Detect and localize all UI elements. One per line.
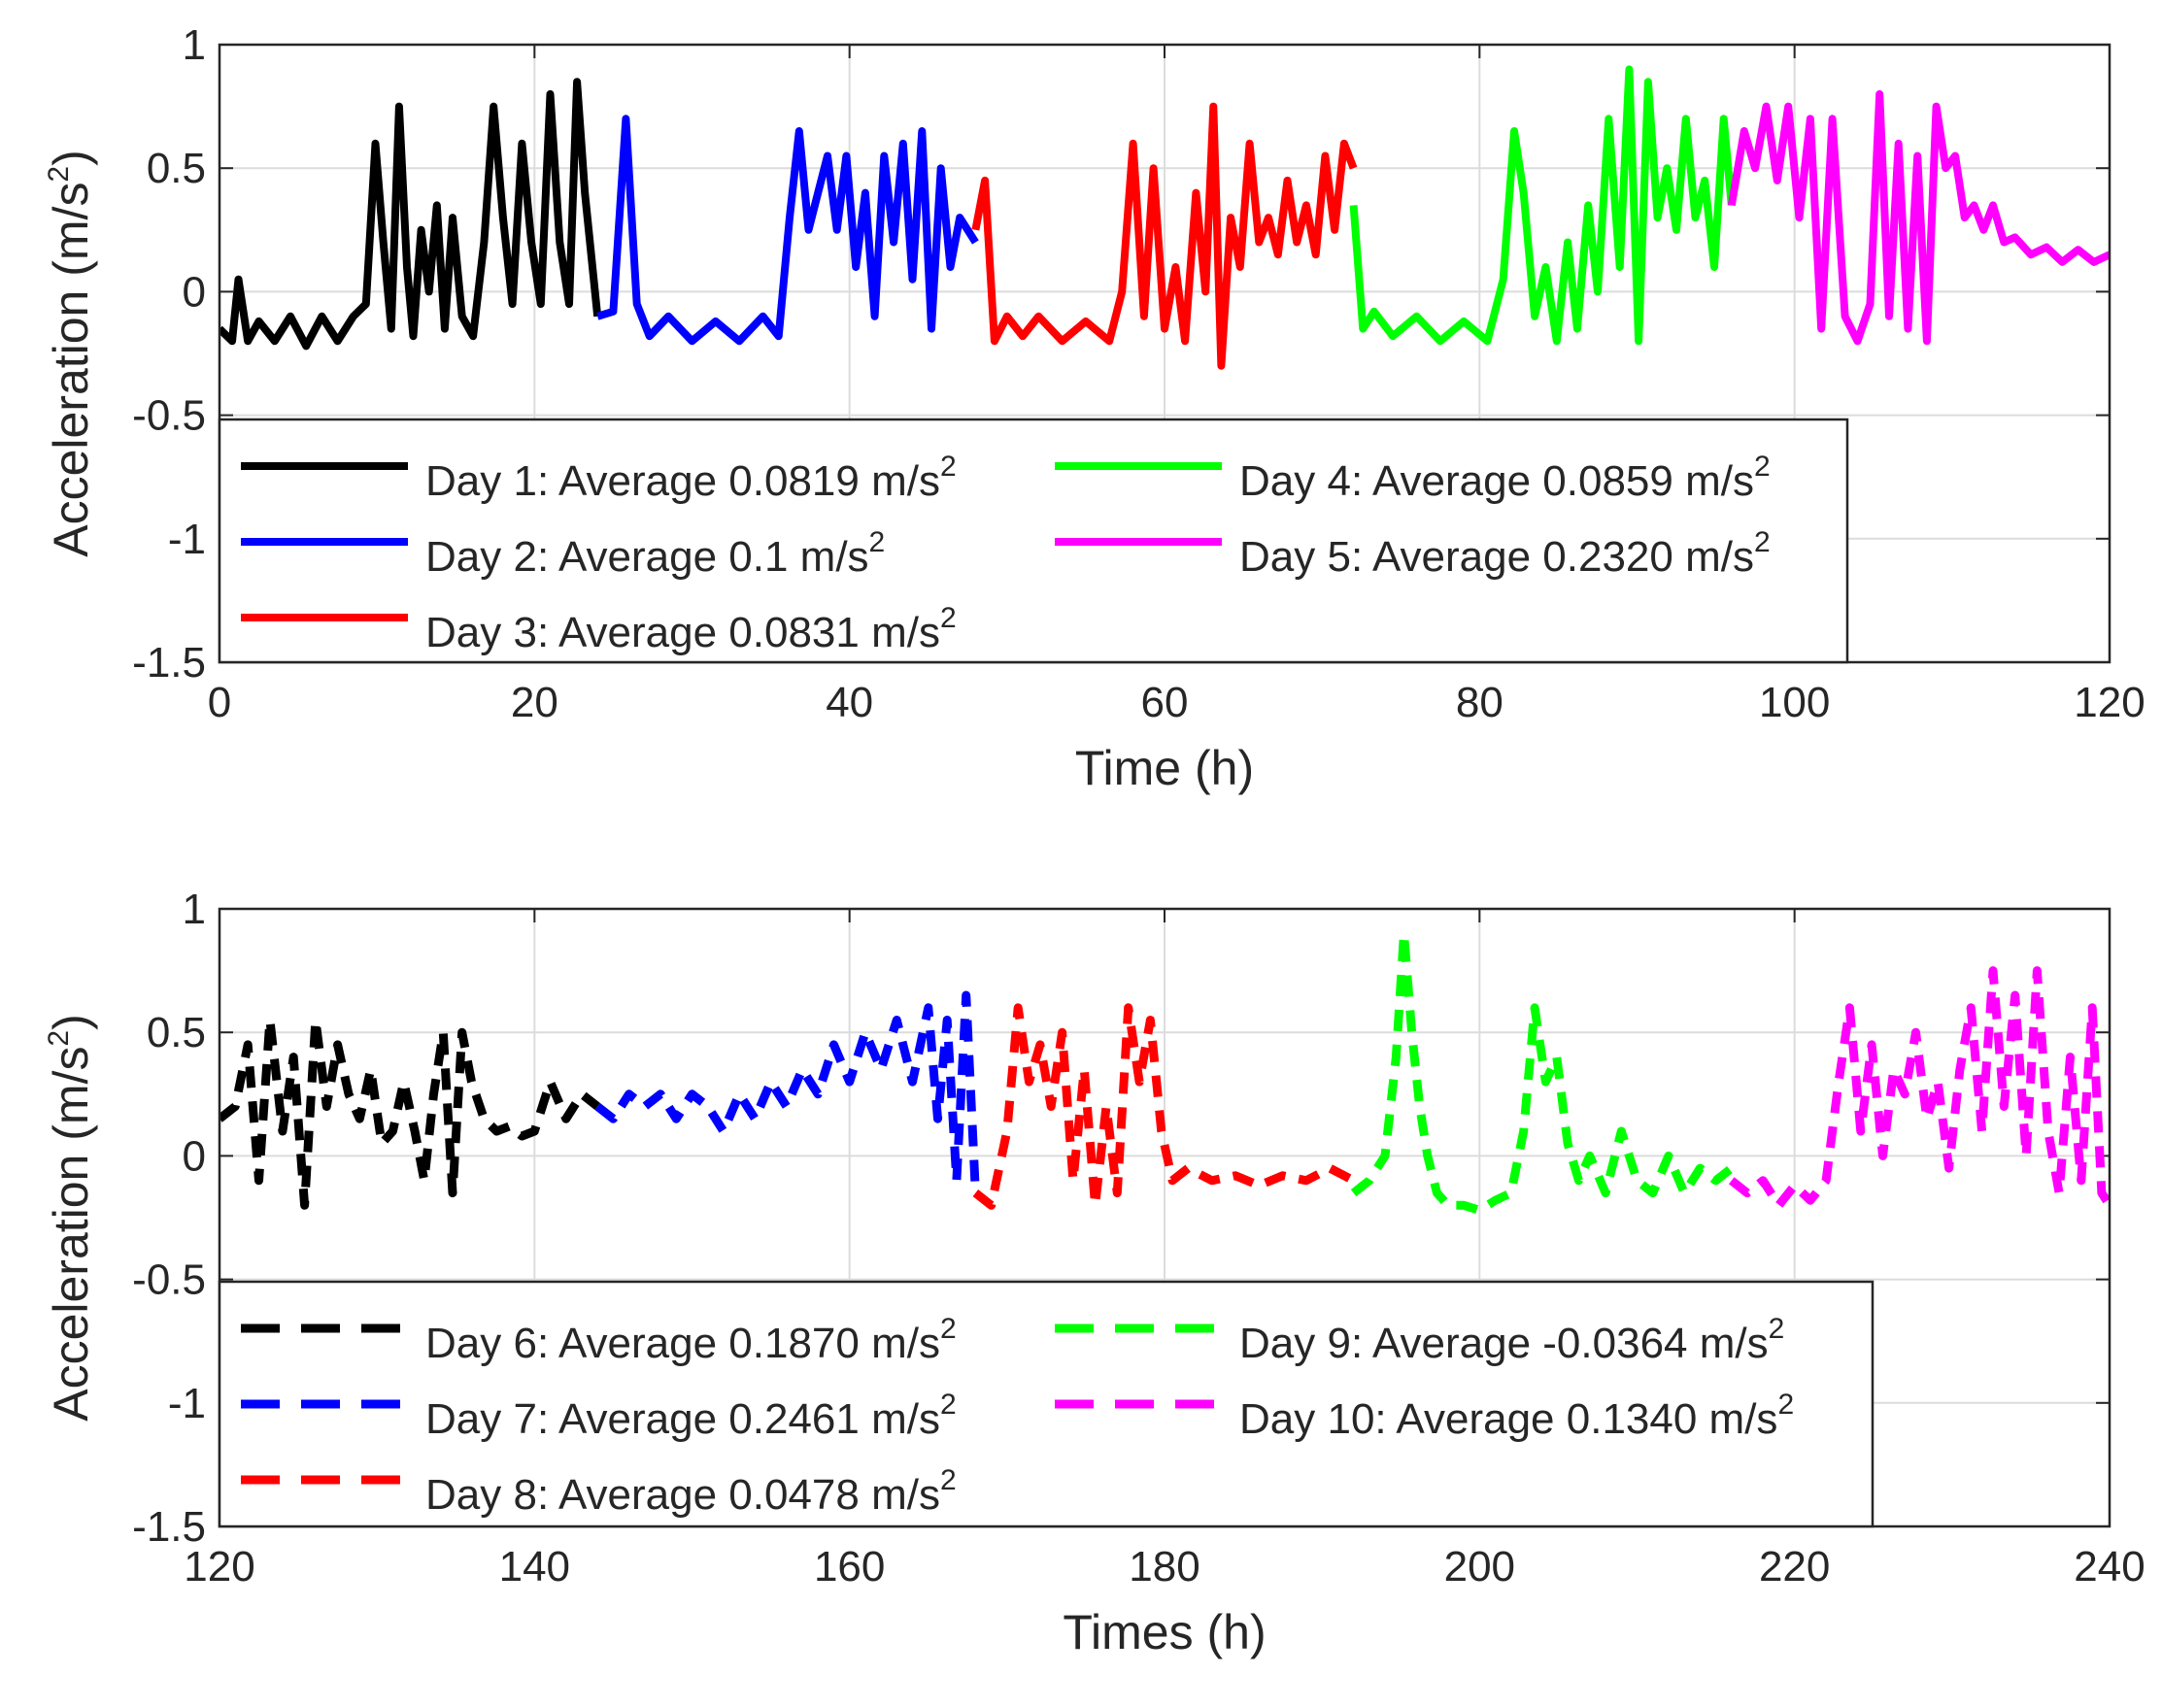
y-tick-label: 1 <box>183 886 206 933</box>
chart-days-6-10: 120 140 160 180 200 220 24010.50-0.5-1-1.5Day … <box>43 886 2145 1659</box>
series-line-day-2 <box>596 115 979 346</box>
y-tick-label: 0.5 <box>147 1009 206 1056</box>
y-axis-label: Acceleration (m/s2) <box>43 150 98 557</box>
series-line-day-3 <box>971 102 1358 370</box>
legend-label: Day 8: Average 0.0478 m/s2 <box>425 1464 957 1519</box>
series-line-day-5 <box>1727 89 2110 346</box>
x-tick-label: 120 <box>184 1543 254 1591</box>
y-tick-label: 0.5 <box>147 145 206 192</box>
x-tick-label: 60 <box>1141 679 1189 726</box>
series-line-day-4 <box>1349 65 1736 346</box>
x-tick-label: 0 <box>208 679 231 726</box>
legend-label: Day 10: Average 0.1340 m/s2 <box>1239 1389 1794 1443</box>
legend-label: Day 2: Average 0.1 m/s2 <box>425 526 885 581</box>
series-line-day-10 <box>1729 966 2110 1210</box>
x-tick-label: 100 <box>1759 679 1830 726</box>
ticks: 0 20 40 60 80 100 120 1 0.5 0 -0.5 -1 -1.5 <box>132 21 2145 726</box>
y-tick-label: 0 <box>183 268 206 316</box>
y-tick-label: 0 <box>183 1132 206 1180</box>
y-axis-label: Acceleration (m/s2) <box>43 1014 98 1422</box>
y-tick-label: -0.5 <box>132 392 206 440</box>
x-axis-label: Time (h) <box>1075 741 1254 795</box>
y-tick-label: -1.5 <box>132 1503 206 1551</box>
x-tick-label: 180 <box>1129 1543 1199 1591</box>
x-tick-label: 240 <box>2074 1543 2145 1591</box>
y-tick-label: 1 <box>183 21 206 69</box>
legend-label: Day 7: Average 0.2461 m/s2 <box>425 1389 957 1443</box>
legend-box <box>218 418 1849 664</box>
series-line-day-1 <box>220 78 602 351</box>
y-tick-label: -1 <box>168 1380 206 1427</box>
series-group <box>220 65 2110 370</box>
legend-label: Day 6: Average 0.1870 m/s2 <box>425 1313 957 1367</box>
legend-label: Day 3: Average 0.0831 m/s2 <box>425 602 957 656</box>
legend: Day 1: Average 0.0819 m/s2 Day 2: Average… <box>218 418 1849 664</box>
legend: Day 6: Average 0.1870 m/s2 Day 7: Average… <box>218 1280 1875 1528</box>
legend-label: Day 9: Average -0.0364 m/s2 <box>1239 1313 1784 1367</box>
legend-label: Day 4: Average 0.0859 m/s2 <box>1239 451 1771 505</box>
x-tick-label: 120 <box>2074 679 2145 726</box>
series-line-day-8 <box>972 1003 1356 1210</box>
x-tick-label: 80 <box>1456 679 1503 726</box>
y-tick-label: -1.5 <box>132 639 206 687</box>
x-axis-label: Times (h) <box>1063 1605 1266 1659</box>
series-line-day-9 <box>1350 928 1735 1215</box>
x-tick-label: 160 <box>814 1543 885 1591</box>
legend-label: Day 5: Average 0.2320 m/s2 <box>1239 526 1771 581</box>
x-tick-label: 140 <box>499 1543 570 1591</box>
x-tick-label: 20 <box>511 679 558 726</box>
legend-label: Day 1: Average 0.0819 m/s2 <box>425 451 957 505</box>
y-tick-label: -1 <box>168 516 206 563</box>
series-line-day-7 <box>594 990 980 1193</box>
x-tick-label: 220 <box>1759 1543 1830 1591</box>
x-tick-label: 200 <box>1444 1543 1515 1591</box>
x-tick-label: 40 <box>826 679 873 726</box>
series-group <box>220 928 2110 1215</box>
legend-box <box>218 1280 1875 1528</box>
y-tick-label: -0.5 <box>132 1256 206 1304</box>
